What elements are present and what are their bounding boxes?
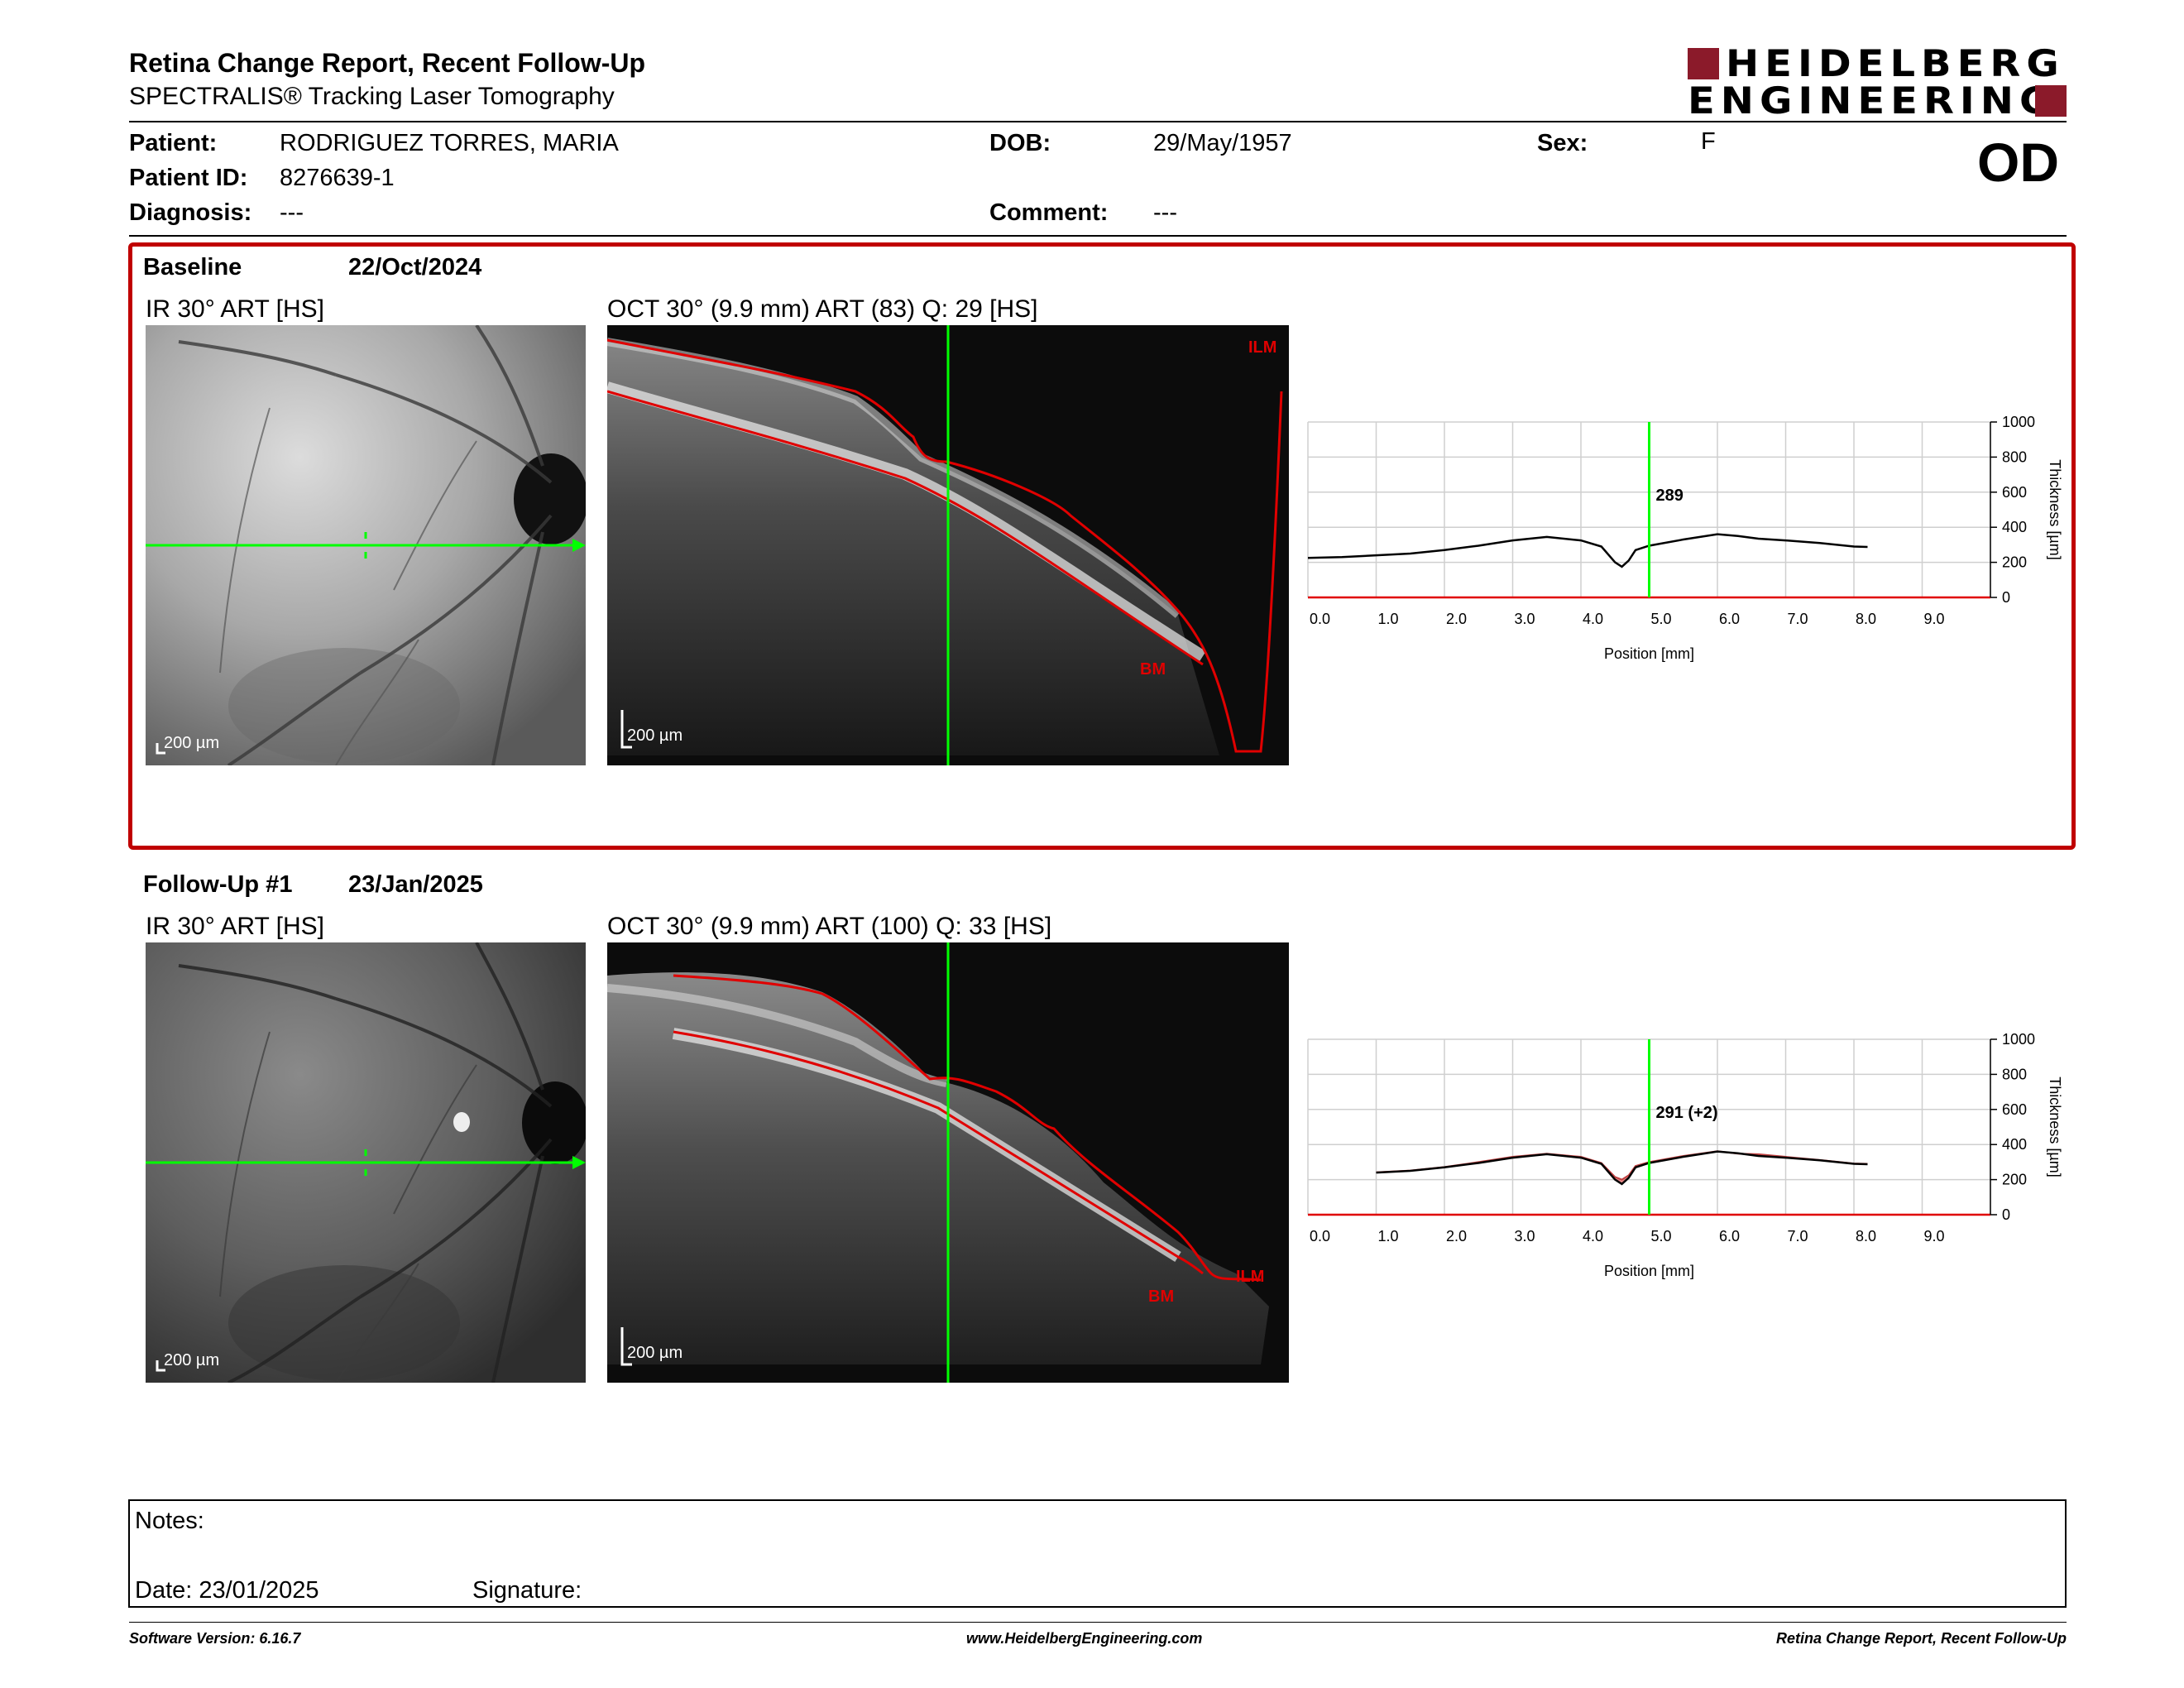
x-tick-label: 1.0	[1378, 611, 1399, 627]
baseline-thickness-chart: 0.0 1.0 2.0 3.0 4.0 5.0 6.0 7.0 8.0 9.0 0 200 400 600…	[1299, 408, 2076, 681]
software-version: Software Version: 6.16.7	[129, 1630, 301, 1647]
baseline-thickness-line	[1376, 1150, 1868, 1186]
y-axis-label: Thickness [µm]	[2047, 459, 2063, 559]
x-tick-label: 2.0	[1446, 1228, 1467, 1244]
diagnosis-label: Diagnosis:	[129, 199, 252, 226]
y-tick-label: 0	[2002, 1206, 2010, 1223]
baseline-bm-label: BM	[1140, 660, 1166, 679]
x-tick-label: 0.0	[1310, 1228, 1330, 1244]
baseline-ir-title: IR 30° ART [HS]	[146, 295, 324, 323]
y-tick-label: 600	[2002, 484, 2027, 501]
y-tick-label: 1000	[2002, 1031, 2035, 1048]
followup-date: 23/Jan/2025	[348, 871, 483, 898]
y-tick-label: 800	[2002, 448, 2027, 465]
patient-name: RODRIGUEZ TORRES, MARIA	[280, 130, 619, 156]
website-link[interactable]: www.HeidelbergEngineering.com	[966, 1630, 1203, 1647]
x-tick-label: 7.0	[1788, 1228, 1808, 1244]
y-tick-label: 800	[2002, 1066, 2027, 1082]
y-tick-label: 200	[2002, 1172, 2027, 1188]
sex-label: Sex:	[1537, 130, 1588, 156]
diagnosis-value: ---	[280, 199, 304, 226]
x-tick-label: 8.0	[1856, 611, 1876, 627]
y-axis-label: Thickness [µm]	[2047, 1077, 2063, 1177]
y-tick-label: 1000	[2002, 414, 2035, 430]
x-tick-label: 7.0	[1788, 611, 1808, 627]
baseline-ir-image[interactable]: 200 µm	[146, 325, 586, 765]
followup-label: Follow-Up #1	[143, 871, 293, 898]
followup-oct-scale-label: 200 µm	[627, 1344, 683, 1362]
report-title: Retina Change Report, Recent Follow-Up	[129, 48, 646, 78]
x-tick-label: 5.0	[1651, 611, 1672, 627]
thickness-line	[1307, 533, 1868, 568]
x-tick-label: 6.0	[1719, 611, 1740, 627]
baseline-label: Baseline	[143, 254, 242, 281]
x-axis-label: Position [mm]	[1604, 1263, 1694, 1279]
y-tick-label: 200	[2002, 554, 2027, 571]
followup-ir-scale-label: 200 µm	[164, 1351, 220, 1369]
y-tick-label: 0	[2002, 589, 2010, 606]
x-axis-label: Position [mm]	[1604, 645, 1694, 662]
logo-line2: ENGINEERING	[1688, 79, 2058, 122]
baseline-ir-scale-label: 200 µm	[164, 734, 220, 752]
logo-line1: HEIDELBERG	[1726, 42, 2065, 85]
x-tick-label: 2.0	[1446, 611, 1467, 627]
comment-label: Comment:	[989, 199, 1109, 226]
x-tick-label: 1.0	[1378, 1228, 1399, 1244]
y-tick-label: 400	[2002, 1136, 2027, 1153]
signature-label: Signature:	[472, 1577, 582, 1604]
patient-id-label: Patient ID:	[129, 165, 248, 191]
followup-bm-label: BM	[1148, 1288, 1174, 1306]
marker-value-label: 289	[1656, 487, 1684, 505]
y-tick-label: 400	[2002, 519, 2027, 535]
patient-label: Patient:	[129, 130, 218, 156]
baseline-oct-title: OCT 30° (9.9 mm) ART (83) Q: 29 [HS]	[607, 295, 1038, 323]
x-tick-label: 4.0	[1583, 611, 1603, 627]
sex-value: F	[1701, 128, 1716, 155]
notes-box: Notes: Date: 23/01/2025 Signature:	[128, 1499, 2067, 1608]
x-tick-label: 4.0	[1583, 1228, 1603, 1244]
comment-value: ---	[1153, 199, 1177, 226]
followup-ilm-label: ILM	[1236, 1268, 1264, 1286]
x-tick-label: 3.0	[1515, 611, 1535, 627]
baseline-oct-scale-label: 200 µm	[627, 727, 683, 745]
notes-date: Date: 23/01/2025	[135, 1577, 319, 1604]
followup-ir-image[interactable]: 200 µm	[146, 942, 586, 1383]
baseline-date: 22/Oct/2024	[348, 254, 482, 281]
marker-value-label: 291 (+2)	[1656, 1104, 1718, 1122]
dob-value: 29/May/1957	[1153, 130, 1292, 156]
baseline-oct-image[interactable]: ILM BM 200 µm	[607, 325, 1289, 765]
followup-ir-title: IR 30° ART [HS]	[146, 913, 324, 940]
eye-label: OD	[1977, 132, 2059, 193]
followup-thickness-line	[1376, 1150, 1868, 1181]
x-tick-label: 5.0	[1651, 1228, 1672, 1244]
x-tick-label: 6.0	[1719, 1228, 1740, 1244]
notes-label: Notes:	[135, 1508, 204, 1534]
footer-report-name: Retina Change Report, Recent Follow-Up	[1775, 1630, 2067, 1647]
report-subtitle: SPECTRALIS® Tracking Laser Tomography	[129, 83, 615, 110]
baseline-ilm-label: ILM	[1248, 338, 1276, 357]
x-tick-label: 8.0	[1856, 1228, 1876, 1244]
x-tick-label: 3.0	[1515, 1228, 1535, 1244]
followup-oct-title: OCT 30° (9.9 mm) ART (100) Q: 33 [HS]	[607, 913, 1052, 940]
followup-thickness-chart: 0.0 1.0 2.0 3.0 4.0 5.0 6.0 7.0 8.0 9.0 0 200 400 600…	[1299, 1025, 2076, 1298]
x-tick-label: 9.0	[1924, 1228, 1945, 1244]
patient-id: 8276639-1	[280, 165, 395, 191]
followup-oct-image[interactable]: ILM BM 200 µm	[607, 942, 1289, 1383]
x-tick-label: 0.0	[1310, 611, 1330, 627]
baseline-section	[128, 242, 2076, 850]
dob-label: DOB:	[989, 130, 1051, 156]
y-tick-label: 600	[2002, 1101, 2027, 1118]
x-tick-label: 9.0	[1924, 611, 1945, 627]
